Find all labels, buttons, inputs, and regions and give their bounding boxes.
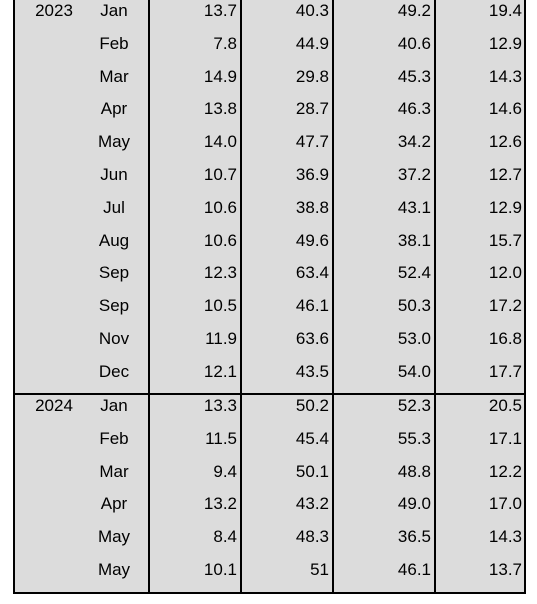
value-cell: 11.5: [205, 428, 237, 448]
value-cell: 10.6: [203, 230, 237, 250]
value-cell: 14.0: [203, 132, 237, 152]
value-cell: 13.8: [203, 99, 237, 119]
value-cell: 46.3: [397, 99, 431, 119]
value-cell: 38.8: [295, 197, 329, 217]
value-cell: 50.3: [397, 296, 431, 316]
column-divider: [148, 0, 150, 594]
value-cell: 14.3: [488, 527, 522, 547]
month-label: Apr: [100, 494, 128, 514]
value-cell: 12.2: [488, 461, 522, 481]
value-cell: 46.1: [397, 560, 431, 579]
month-label: Mar: [99, 66, 129, 86]
month-label: May: [97, 527, 131, 547]
value-cell: 40.6: [397, 33, 431, 53]
group-divider: [13, 393, 526, 395]
value-cell: 45.3: [397, 66, 431, 86]
month-label: Feb: [99, 428, 129, 448]
month-label: Sep: [98, 296, 130, 316]
value-cell: 17.2: [488, 296, 522, 316]
value-cell: 40.3: [295, 1, 329, 20]
value-cell: 36.9: [295, 165, 329, 184]
value-cell: 44.9: [295, 33, 329, 53]
value-cell: 50.1: [295, 461, 329, 481]
value-cell: 12.9: [488, 197, 522, 217]
value-cell: 9.4: [213, 461, 237, 481]
value-cell: 43.5: [295, 361, 329, 381]
value-cell: 63.6: [295, 329, 329, 348]
value-cell: 20.5: [488, 396, 522, 415]
value-cell: 12.3: [203, 263, 237, 283]
value-cell: 49.6: [295, 230, 329, 250]
value-cell: 55.3: [397, 428, 431, 448]
column-divider: [434, 0, 436, 594]
value-cell: 17.1: [488, 428, 522, 448]
month-label: Aug: [98, 230, 130, 250]
value-cell: 10.6: [203, 197, 237, 217]
month-label: Sep: [98, 263, 130, 283]
value-cell: 14.3: [488, 66, 522, 86]
value-cell: 48.8: [397, 461, 431, 481]
value-cell: 50.2: [295, 396, 329, 415]
month-label: Jan: [100, 1, 128, 20]
column-divider: [240, 0, 242, 594]
value-cell: 28.7: [295, 99, 329, 119]
month-label: Dec: [98, 361, 130, 381]
value-cell: 12.6: [488, 132, 522, 152]
month-label: Nov: [98, 329, 130, 348]
value-cell: 11.9: [205, 329, 237, 348]
value-cell: 49.0: [397, 494, 431, 514]
value-cell: 52.4: [397, 263, 431, 283]
value-cell: 46.1: [295, 296, 329, 316]
month-label: Jul: [103, 197, 125, 217]
value-cell: 13.7: [203, 1, 237, 20]
month-label: Mar: [99, 461, 129, 481]
month-label: Feb: [99, 33, 129, 53]
value-cell: 10.7: [203, 165, 237, 184]
month-label: May: [97, 560, 131, 579]
year-label: 2024: [35, 396, 73, 415]
value-cell: 51: [310, 560, 329, 579]
value-cell: 43.1: [397, 197, 431, 217]
value-cell: 45.4: [295, 428, 329, 448]
value-cell: 17.0: [488, 494, 522, 514]
value-cell: 15.7: [488, 230, 522, 250]
value-cell: 12.7: [488, 165, 522, 184]
value-cell: 13.2: [203, 494, 237, 514]
value-cell: 47.7: [295, 132, 329, 152]
value-cell: 12.9: [488, 33, 522, 53]
value-cell: 17.7: [488, 361, 522, 381]
table-background: [13, 0, 526, 594]
value-cell: 36.5: [397, 527, 431, 547]
value-cell: 48.3: [295, 527, 329, 547]
value-cell: 49.2: [397, 1, 431, 20]
value-cell: 10.5: [203, 296, 237, 316]
value-cell: 63.4: [295, 263, 329, 283]
month-label: Apr: [100, 99, 128, 119]
value-cell: 19.4: [488, 1, 522, 20]
value-cell: 13.7: [488, 560, 522, 579]
value-cell: 52.3: [397, 396, 431, 415]
value-cell: 38.1: [397, 230, 431, 250]
value-cell: 14.9: [203, 66, 237, 86]
value-cell: 53.0: [397, 329, 431, 348]
value-cell: 10.1: [203, 560, 237, 579]
value-cell: 29.8: [295, 66, 329, 86]
value-cell: 12.1: [203, 361, 237, 381]
value-cell: 37.2: [397, 165, 431, 184]
value-cell: 8.4: [213, 527, 237, 547]
value-cell: 54.0: [397, 361, 431, 381]
value-cell: 7.8: [213, 33, 237, 53]
column-divider: [332, 0, 334, 594]
value-cell: 14.6: [488, 99, 522, 119]
value-cell: 12.0: [488, 263, 522, 283]
month-label: Jan: [100, 396, 128, 415]
value-cell: 13.3: [203, 396, 237, 415]
value-cell: 16.8: [488, 329, 522, 348]
value-cell: 34.2: [397, 132, 431, 152]
month-label: May: [97, 132, 131, 152]
year-label: 2023: [35, 1, 73, 20]
value-cell: 43.2: [295, 494, 329, 514]
month-label: Jun: [100, 165, 128, 184]
